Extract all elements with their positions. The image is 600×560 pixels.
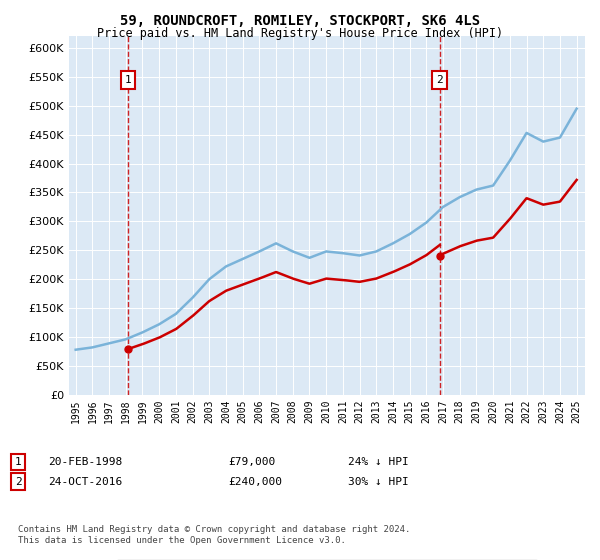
Text: Price paid vs. HM Land Registry's House Price Index (HPI): Price paid vs. HM Land Registry's House … <box>97 27 503 40</box>
Text: 24-OCT-2016: 24-OCT-2016 <box>48 477 122 487</box>
Text: £79,000: £79,000 <box>228 457 275 467</box>
Text: 1: 1 <box>124 74 131 85</box>
Text: 2: 2 <box>436 74 443 85</box>
Text: 1: 1 <box>14 457 22 467</box>
Text: Contains HM Land Registry data © Crown copyright and database right 2024.
This d: Contains HM Land Registry data © Crown c… <box>18 525 410 545</box>
Text: 59, ROUNDCROFT, ROMILEY, STOCKPORT, SK6 4LS: 59, ROUNDCROFT, ROMILEY, STOCKPORT, SK6 … <box>120 14 480 28</box>
Text: £240,000: £240,000 <box>228 477 282 487</box>
Text: 20-FEB-1998: 20-FEB-1998 <box>48 457 122 467</box>
Text: 2: 2 <box>14 477 22 487</box>
Text: 30% ↓ HPI: 30% ↓ HPI <box>348 477 409 487</box>
Text: 24% ↓ HPI: 24% ↓ HPI <box>348 457 409 467</box>
